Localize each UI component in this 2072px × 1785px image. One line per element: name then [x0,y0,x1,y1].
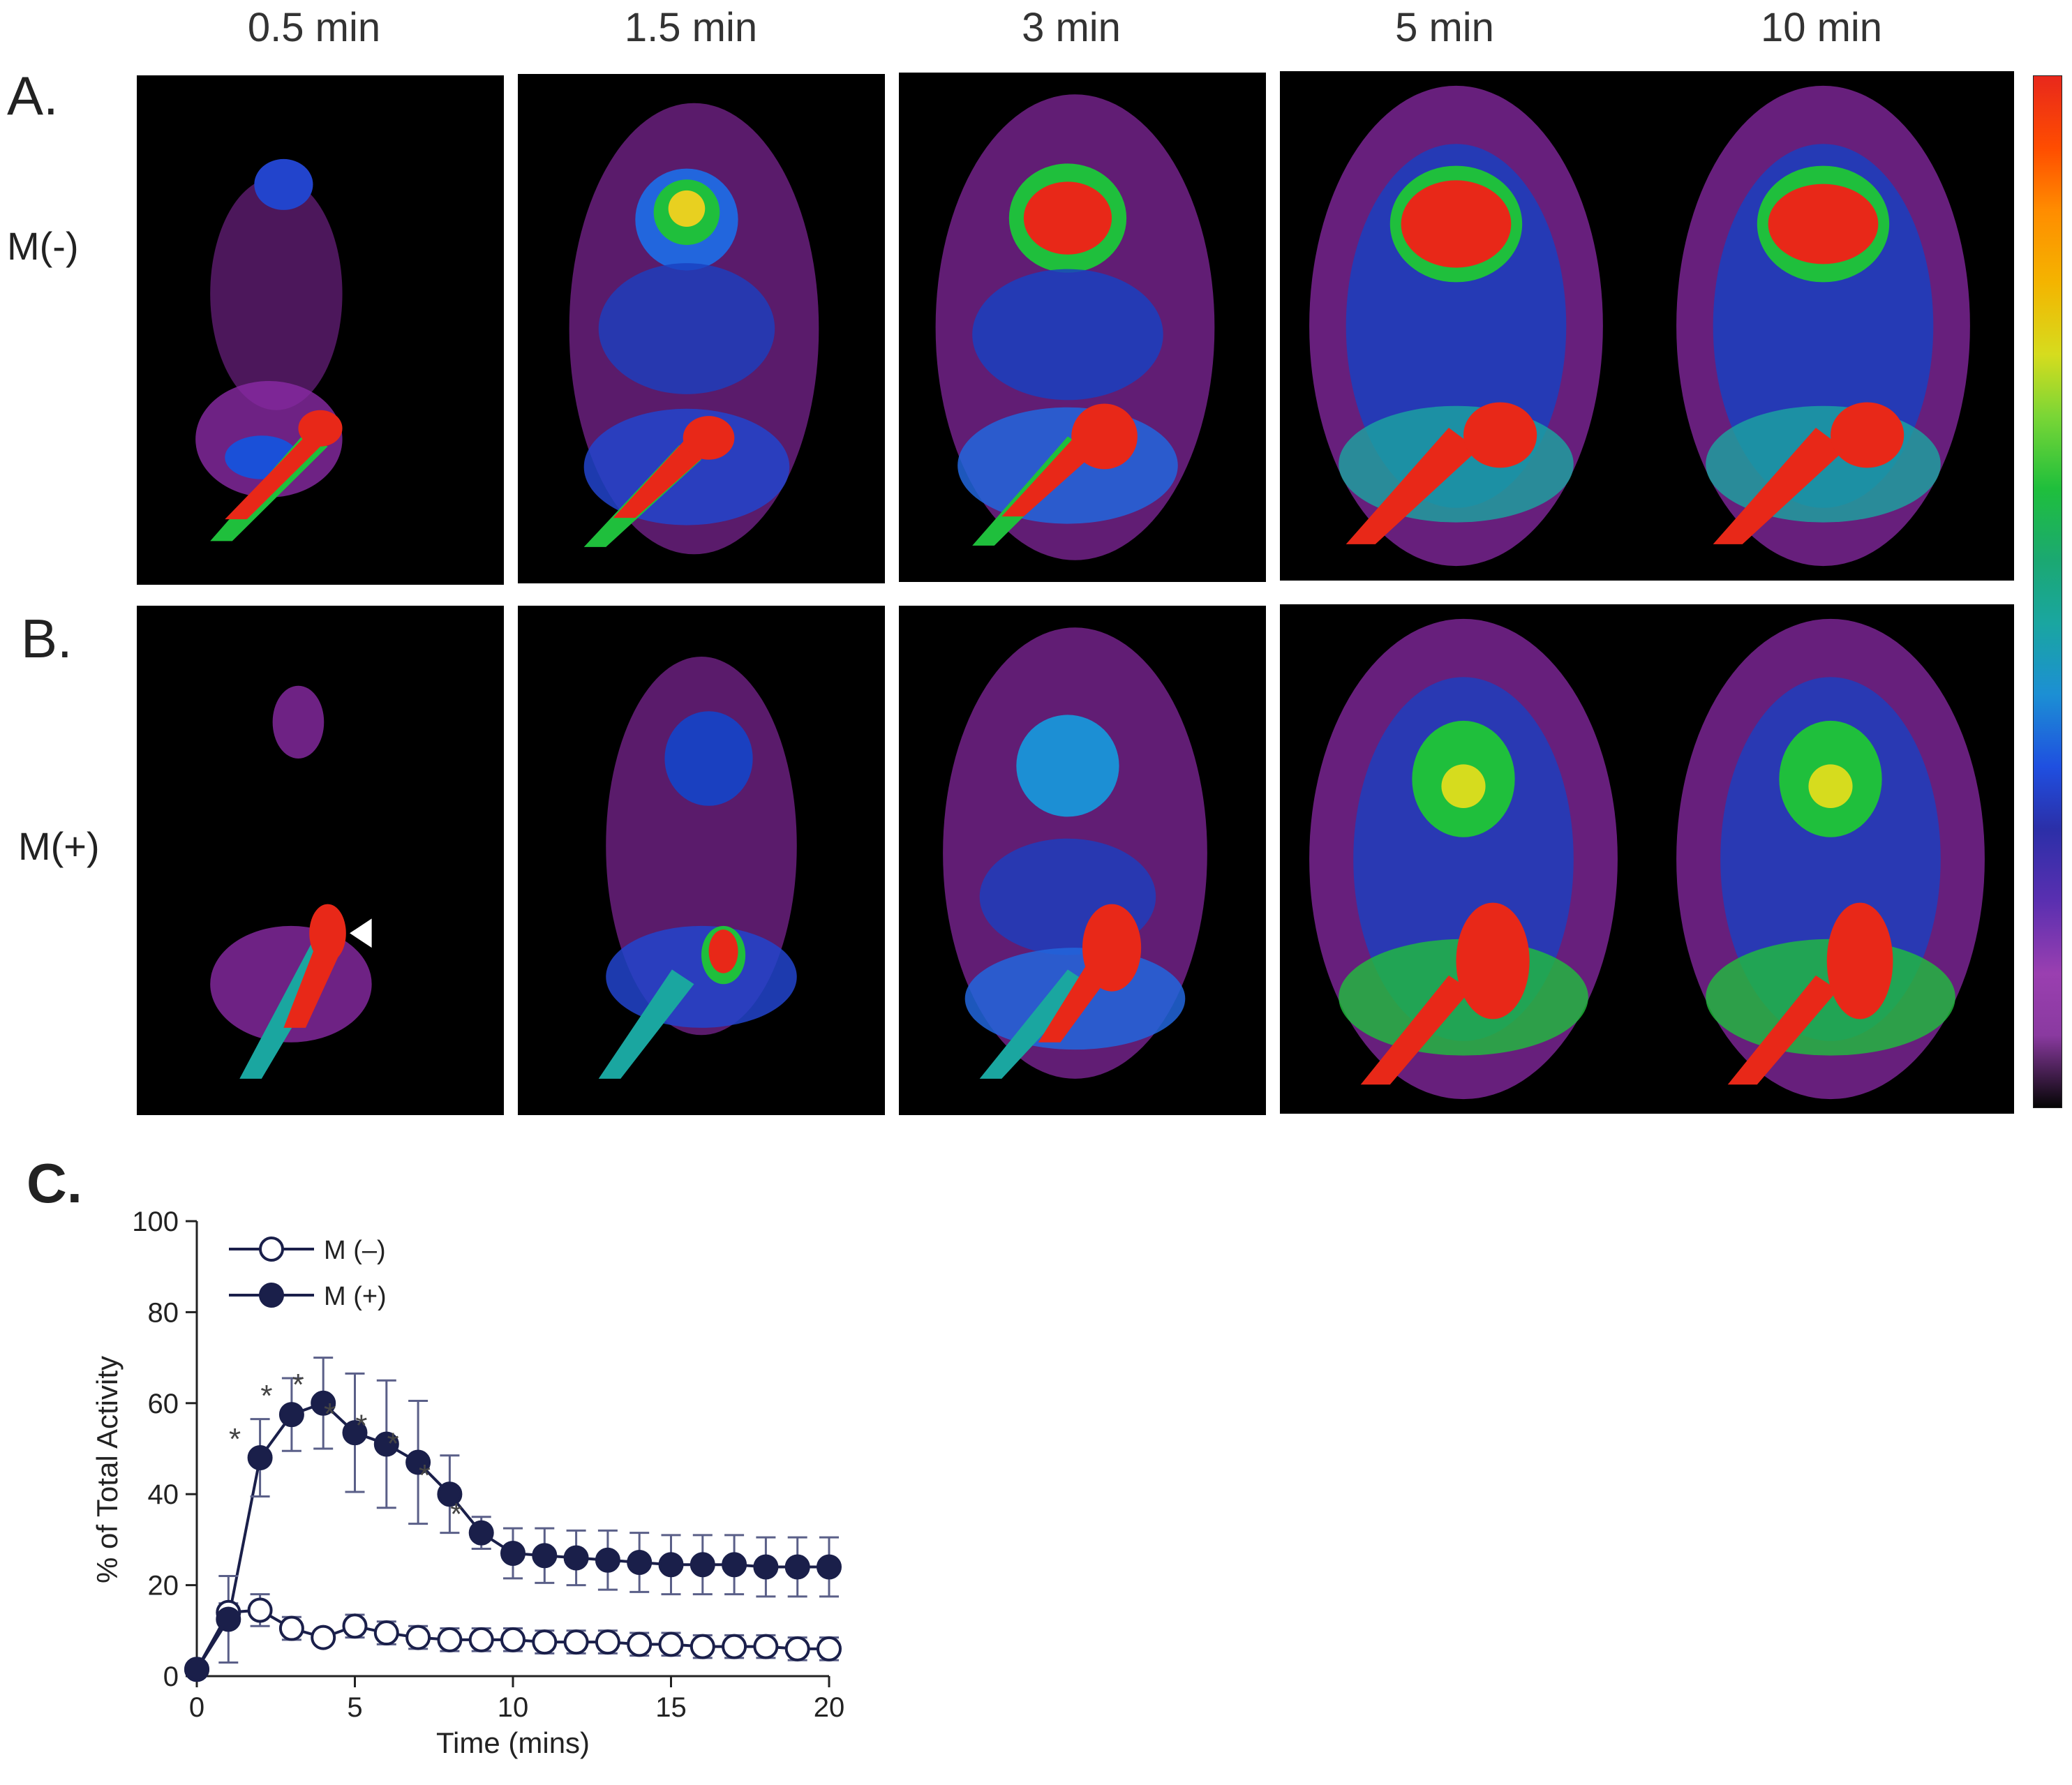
legend-marker [259,1237,284,1262]
x-tick-label: 5 [347,1692,362,1723]
significance-asterisk: * [419,1458,431,1493]
data-point-m-minus [753,1634,779,1659]
x-tick-label: 20 [814,1692,845,1723]
time-label-5-min: 5 min [1395,5,1494,50]
scan-image-m-minus-10-min [1647,71,2014,581]
data-point-m-minus [690,1634,715,1659]
data-point-m-plus [437,1481,463,1507]
data-point-m-minus [278,1615,304,1641]
data-point-m-plus [753,1554,779,1580]
scan-image-m-minus-3-min [899,73,1266,582]
data-point-m-minus [532,1629,558,1655]
data-point-m-minus [658,1631,684,1657]
data-point-m-plus [532,1543,558,1569]
scan-image-m-plus-10-min [1647,604,2014,1114]
data-point-m-minus [437,1627,463,1652]
significance-asterisk: * [229,1422,241,1456]
colorbar [2033,75,2062,1108]
y-tick-label: 40 [148,1479,179,1510]
data-point-m-plus [278,1402,304,1428]
time-label-3-min: 3 min [1022,5,1121,50]
data-point-m-minus [311,1625,336,1650]
panel-a-label: A. [7,65,59,126]
y-tick-label: 80 [148,1297,179,1328]
data-point-m-plus [216,1606,241,1632]
y-tick-label: 60 [148,1389,179,1419]
data-point-m-plus [722,1552,747,1578]
data-point-m-plus [311,1390,336,1416]
significance-asterisk: * [292,1368,304,1402]
chart-axes: 0 20 40 60 80 100 0 5 10 15 20 Time (mins) % of Tota… [91,1207,844,1759]
data-point-m-minus [405,1625,431,1650]
data-point-m-plus [247,1445,273,1471]
condition-label-m-minus: M(-) [7,224,79,268]
activity-chart: 0 20 40 60 80 100 0 5 10 15 20 Time (mins) % of Tota… [91,1207,844,1759]
data-point-m-plus [690,1552,715,1578]
data-point-m-minus [342,1613,368,1639]
x-tick-label: 15 [655,1692,687,1723]
chart-annotations: * * * * * * * * [229,1368,462,1532]
significance-asterisk: * [260,1379,272,1413]
data-point-m-minus [563,1629,589,1655]
scan-image-m-plus-1-5-min [518,606,885,1115]
data-point-m-plus [595,1547,620,1573]
condition-label-m-plus: M(+) [18,824,100,868]
significance-asterisk: * [450,1498,462,1532]
legend-label: M (–) [324,1236,386,1265]
y-tick-label: 20 [148,1571,179,1601]
data-point-m-minus [627,1631,653,1657]
time-label-0-5-min: 0.5 min [247,5,381,50]
data-point-m-minus [373,1620,399,1646]
data-point-m-plus [184,1657,209,1682]
data-point-m-plus [658,1552,684,1578]
legend-marker [259,1283,284,1308]
x-tick-label: 10 [498,1692,529,1723]
data-point-m-plus [342,1420,368,1446]
legend-label: M (+) [324,1282,387,1311]
time-label-1-5-min: 1.5 min [624,5,758,50]
y-axis-label: % of Total Activity [91,1356,124,1583]
significance-asterisk: * [324,1397,336,1431]
data-point-m-minus [722,1634,747,1659]
scan-image-m-minus-1-5-min [518,74,885,583]
data-point-m-minus [247,1597,273,1623]
data-point-m-plus [817,1554,842,1580]
scan-image-m-plus-3-min [899,606,1266,1115]
data-point-m-minus [500,1627,526,1652]
scan-image-m-minus-0-5-min [137,75,504,585]
scan-image-m-minus-5-min [1280,71,1647,581]
panel-c-label: C. [27,1152,82,1214]
data-point-m-minus [595,1629,620,1655]
time-label-10-min: 10 min [1760,5,1883,50]
chart-legend: M (–) M (+) [229,1236,387,1311]
significance-asterisk: * [355,1408,367,1442]
data-point-m-minus [817,1636,842,1661]
data-point-m-minus [784,1636,810,1661]
data-point-m-plus [468,1520,494,1546]
data-point-m-plus [405,1449,431,1475]
x-axis-label: Time (mins) [436,1726,590,1759]
y-tick-label: 100 [132,1207,179,1237]
data-point-m-minus [468,1627,494,1652]
data-point-m-plus [563,1545,589,1571]
chart-markers [184,1390,842,1682]
data-point-m-plus [500,1540,526,1566]
scan-image-m-plus-0-5-min [137,606,504,1115]
data-point-m-plus [373,1431,399,1457]
x-tick-label: 0 [189,1692,204,1723]
panel-b-label: B. [21,608,73,669]
data-point-m-plus [784,1554,810,1580]
significance-asterisk: * [387,1427,399,1461]
data-point-m-plus [627,1550,653,1575]
scan-image-m-plus-5-min [1280,604,1647,1114]
y-tick-label: 0 [163,1661,179,1692]
